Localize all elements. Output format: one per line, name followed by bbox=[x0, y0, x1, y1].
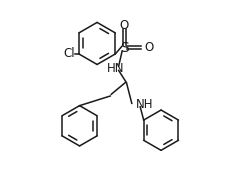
Text: HN: HN bbox=[107, 62, 124, 75]
Text: Cl: Cl bbox=[63, 48, 75, 61]
Text: NH: NH bbox=[136, 98, 153, 111]
Text: O: O bbox=[120, 19, 129, 32]
Text: S: S bbox=[120, 41, 129, 55]
Text: O: O bbox=[144, 41, 153, 54]
